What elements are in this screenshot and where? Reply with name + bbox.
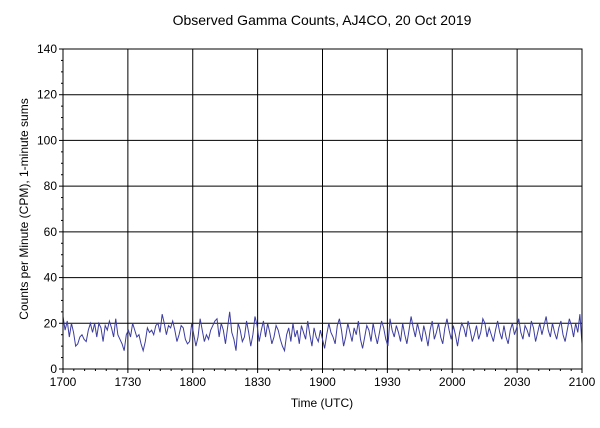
y-axis-label: Counts per Minute (CPM), 1-minute sums	[17, 98, 31, 319]
x-tick-label: 1730	[115, 375, 142, 389]
y-tick-label: 80	[44, 179, 58, 193]
x-tick-label: 1900	[309, 375, 336, 389]
x-tick-label: 2000	[439, 375, 466, 389]
series-group	[62, 311, 583, 353]
plot-border	[62, 48, 583, 370]
chart-title: Observed Gamma Counts, AJ4CO, 20 Oct 201…	[173, 12, 472, 28]
y-tick-label: 120	[37, 88, 57, 102]
x-tick-label: 1800	[179, 375, 206, 389]
y-tick-label: 40	[44, 271, 58, 285]
x-tick-label: 2030	[504, 375, 531, 389]
x-tick-label: 1700	[50, 375, 77, 389]
x-tick-label: 2100	[569, 375, 596, 389]
y-tick-label: 140	[37, 42, 57, 56]
y-axis: 0 20 40 60 80 100 120 140	[37, 42, 63, 376]
y-tick-label: 0	[50, 362, 57, 376]
y-tick-label: 60	[44, 225, 58, 239]
y-tick-label: 100	[37, 133, 57, 147]
y-tick-label: 20	[44, 316, 58, 330]
x-tick-label: 1830	[244, 375, 271, 389]
x-axis: 1700 1730 1800 1830 1900 1930 2000 2030 2100	[50, 369, 596, 389]
series-line	[62, 311, 583, 353]
x-tick-label: 1930	[374, 375, 401, 389]
x-axis-label: Time (UTC)	[291, 396, 353, 410]
